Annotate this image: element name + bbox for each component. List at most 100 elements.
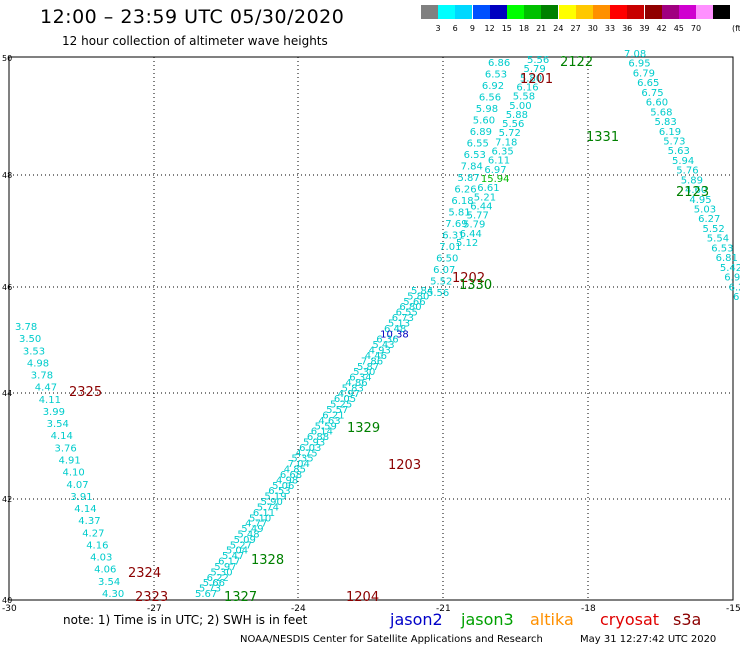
wave-height-value: 5.67 bbox=[195, 589, 217, 600]
wave-height-value: 7.69 bbox=[445, 219, 467, 230]
wave-height-value: 5.94 bbox=[672, 156, 694, 167]
pass-number-label: 1204 bbox=[346, 590, 379, 605]
wave-height-value: 4.60 bbox=[685, 185, 707, 196]
wave-height-value: 4.85 bbox=[284, 465, 306, 476]
mission-legend-item: s3a bbox=[673, 610, 702, 629]
wave-height-value: 6.22 bbox=[207, 573, 229, 584]
wave-height-value: 7.04 bbox=[288, 459, 310, 470]
color-swatch bbox=[541, 5, 559, 19]
wave-height-value: 6.11 bbox=[488, 156, 510, 167]
wave-height-value: 6.55 bbox=[396, 308, 418, 319]
wave-height-value: 5.66 bbox=[203, 578, 225, 589]
pass-number-label: 2122 bbox=[560, 55, 593, 70]
y-tick-label: 42 bbox=[2, 495, 12, 504]
wave-height-value: 6.29 bbox=[729, 282, 740, 293]
wave-height-value: 5.00 bbox=[509, 101, 531, 112]
wave-height-value: 5.83 bbox=[655, 117, 677, 128]
wave-height-value: 6.81 bbox=[716, 253, 738, 264]
x-tick-label: -24 bbox=[291, 604, 306, 614]
map-title: 12:00 – 23:59 UTC 05/30/2020 bbox=[40, 6, 345, 28]
wave-height-value: 10.38 bbox=[380, 329, 409, 340]
wave-height-value: 5.97 bbox=[214, 562, 236, 573]
x-tick-label: -21 bbox=[436, 604, 451, 614]
wave-height-value: 4.16 bbox=[86, 541, 108, 552]
wave-height-value: 6.95 bbox=[628, 59, 650, 70]
y-tick-label: 40 bbox=[2, 596, 12, 605]
wave-height-value: 4.14 bbox=[51, 431, 73, 442]
wave-height-value: 6.42 bbox=[733, 292, 740, 303]
pass-number-label: 1203 bbox=[388, 458, 421, 473]
color-swatch bbox=[696, 5, 714, 19]
color-scale-label: 36 bbox=[622, 24, 633, 33]
wave-height-value: 6.26 bbox=[454, 185, 476, 196]
map-subtitle: 12 hour collection of altimeter wave hei… bbox=[62, 34, 328, 48]
wave-height-value: 6.05 bbox=[334, 394, 356, 405]
wave-height-value: 5.89 bbox=[681, 175, 703, 186]
wave-height-value: 5.48 bbox=[237, 530, 259, 541]
wave-height-value: 6.35 bbox=[492, 147, 514, 158]
wave-height-value: 6.50 bbox=[436, 254, 458, 265]
wave-height-value: 6.73 bbox=[392, 313, 414, 324]
mission-legend-item: cryosat bbox=[600, 610, 660, 629]
mission-legend-item: altika bbox=[530, 610, 574, 629]
mission-legend-item: jason2 bbox=[390, 610, 443, 629]
wave-height-value: 5.90 bbox=[261, 497, 283, 508]
wave-height-value: 7.01 bbox=[439, 242, 461, 253]
wave-height-value: 5.54 bbox=[707, 234, 729, 245]
color-scale-label: 3 bbox=[435, 24, 441, 33]
color-scale-label: 27 bbox=[570, 24, 581, 33]
wave-height-value: 6.61 bbox=[477, 183, 499, 194]
wave-height-value: 4.91 bbox=[59, 456, 81, 467]
wave-height-value: 5.93 bbox=[303, 438, 325, 449]
generation-timestamp: May 31 12:27:42 UTC 2020 bbox=[580, 634, 717, 645]
wave-height-value: 4.95 bbox=[689, 195, 711, 206]
wave-height-value: 4.30 bbox=[102, 589, 124, 600]
wave-height-value: 7.18 bbox=[495, 137, 517, 148]
wave-height-value: 5.19 bbox=[264, 492, 286, 503]
wave-height-value: 6.14 bbox=[311, 427, 333, 438]
wave-height-value: 6.55 bbox=[467, 139, 489, 150]
wave-height-value: 6.90 bbox=[724, 273, 740, 284]
wave-height-value: 5.83 bbox=[342, 383, 364, 394]
wave-height-value: 6.53 bbox=[485, 70, 507, 81]
pass-number-label: 2324 bbox=[128, 566, 161, 581]
credit-line: NOAA/NESDIS Center for Satellite Applica… bbox=[240, 634, 543, 645]
wave-height-value: 6.89 bbox=[470, 127, 492, 138]
x-tick-label: -15 bbox=[726, 604, 740, 614]
wave-height-value: 6.88 bbox=[307, 432, 329, 443]
wave-height-value: 5.56 bbox=[427, 288, 449, 299]
color-swatch bbox=[644, 5, 662, 19]
color-swatch bbox=[679, 5, 696, 19]
x-tick-label: -27 bbox=[147, 604, 162, 614]
wave-height-value: 5.66 bbox=[403, 297, 425, 308]
map-frame bbox=[8, 56, 734, 601]
wave-height-value: 4.86 bbox=[345, 378, 367, 389]
x-tick-label: -18 bbox=[581, 604, 596, 614]
wave-height-value: 5.84 bbox=[411, 286, 433, 297]
wave-height-value: 4.10 bbox=[63, 468, 85, 479]
wave-height-value: 4.93 bbox=[369, 346, 391, 357]
wave-height-value: 5.76 bbox=[676, 166, 698, 177]
wave-height-value: 5.79 bbox=[463, 220, 485, 231]
wave-height-value: 5.49 bbox=[241, 524, 263, 535]
color-swatch bbox=[558, 5, 576, 19]
wave-height-value: 6.97 bbox=[484, 165, 506, 176]
wave-height-value: 3.53 bbox=[23, 346, 45, 357]
color-scale-label: 18 bbox=[518, 24, 530, 33]
wave-height-value: 6.17 bbox=[218, 557, 240, 568]
wave-height-value: 5.81 bbox=[448, 208, 470, 219]
color-swatch bbox=[627, 5, 645, 19]
wave-height-value: 6.65 bbox=[637, 78, 659, 89]
pass-number-label: 2325 bbox=[69, 385, 102, 400]
mission-legend-item: jason3 bbox=[461, 610, 514, 629]
color-scale-label: 39 bbox=[639, 24, 650, 33]
wave-height-value: 4.63 bbox=[318, 416, 340, 427]
wave-height-value: 3.78 bbox=[31, 371, 53, 382]
wave-height-value: 5.12 bbox=[456, 238, 478, 249]
wave-height-value: 5.56 bbox=[502, 119, 524, 130]
pass-number-label: 1328 bbox=[251, 553, 284, 568]
pass-number-label: 1327 bbox=[224, 590, 257, 605]
wave-height-value: 5.52 bbox=[703, 224, 725, 235]
color-swatch bbox=[524, 5, 542, 19]
pass-number-label: 1329 bbox=[347, 421, 380, 436]
